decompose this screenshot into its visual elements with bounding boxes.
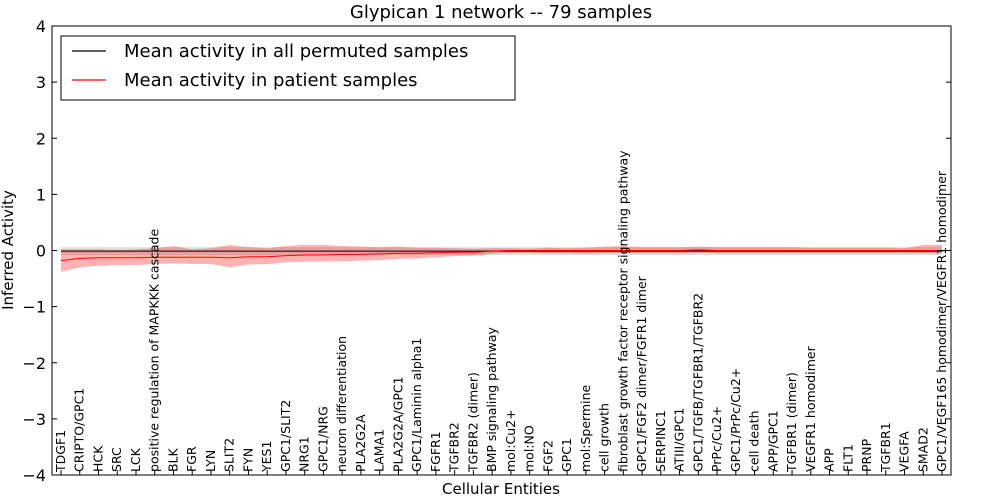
- legend-box: [60, 35, 516, 101]
- x-tick-label: GPC1/NRG: [315, 406, 330, 472]
- x-tick-label: GPC1/SLIT2: [278, 400, 293, 472]
- legend: Mean activity in all permuted samples Me…: [60, 35, 516, 101]
- x-tick-label: TGFBR1 (dimer): [784, 372, 799, 473]
- x-tick-label: ATIII/GPC1: [672, 408, 687, 472]
- x-tick-label: mol:Cu2+: [503, 409, 518, 472]
- y-tick-label: −3: [22, 410, 46, 429]
- x-tick-label: PLA2G2A: [353, 414, 368, 472]
- y-tick-label: 0: [36, 242, 46, 261]
- x-tick-label: SRC: [109, 447, 124, 472]
- y-tick-label: 2: [36, 129, 46, 148]
- x-tick-label: TDGF1: [53, 430, 68, 473]
- x-tick-label: TGFBR2 (dimer): [465, 372, 480, 473]
- x-tick-label: FGFR1: [428, 431, 443, 472]
- y-tick-label: −2: [22, 354, 46, 373]
- x-tick-label: TGFBR2: [447, 422, 462, 473]
- x-tick-label: CRIPTO/GPC1: [72, 388, 87, 472]
- x-tick-label: LCK: [128, 447, 143, 472]
- x-tick-label: FLT1: [840, 444, 855, 472]
- legend-label-permuted: Mean activity in all permuted samples: [124, 41, 468, 62]
- x-tick-label: FYN: [240, 448, 255, 472]
- x-tick-label: SLIT2: [222, 438, 237, 472]
- x-tick-label: VEGFR1 homodimer: [803, 345, 818, 472]
- x-tick-label: fibroblast growth factor receptor signal…: [615, 150, 630, 472]
- x-tick-label: APP: [822, 448, 837, 472]
- x-tick-label: VEGFA: [897, 431, 912, 472]
- band-series-1: [61, 244, 942, 272]
- x-tick-label: TGFBR1: [878, 422, 893, 473]
- x-tick-label: PRNP: [859, 438, 874, 472]
- x-tick-label: PrPc/Cu2+: [709, 406, 724, 472]
- x-tick-label: BMP signaling pathway: [484, 327, 499, 472]
- y-axis-ticks: −4 −3 −2 −1 0 1 2 3 4: [22, 17, 951, 485]
- x-tick-label: cell growth: [597, 403, 612, 472]
- x-tick-label: SERPINC1: [653, 410, 668, 472]
- x-tick-label: BLK: [166, 447, 181, 472]
- x-tick-label: NRG1: [297, 436, 312, 472]
- x-tick-label: GPC1/PrPc/Cu2+: [728, 368, 743, 472]
- x-tick-label: GPC1: [559, 438, 574, 472]
- y-tick-label: 3: [36, 73, 46, 92]
- y-tick-label: −4: [22, 466, 46, 485]
- x-tick-label: mol:Spermine: [578, 384, 593, 472]
- x-tick-label: GPC1/TGFB/TGFBR1/TGFBR2: [690, 293, 705, 472]
- x-tick-label: GPC1/VEGF165 homodimer/VEGFR1 homodimer: [934, 170, 949, 472]
- x-axis-label: Cellular Entities: [442, 480, 560, 498]
- x-tick-label: HCK: [91, 445, 106, 472]
- x-tick-label: GPC1/Laminin alpha1: [409, 338, 424, 472]
- line-series-1: [60, 249, 942, 262]
- x-tick-label: PLA2G2A/GPC1: [390, 376, 405, 472]
- x-tick-label: FGF2: [540, 440, 555, 472]
- x-axis-ticks: TDGF1 CRIPTO/GPC1 HCK SRC LCK positive regula…: [53, 150, 949, 475]
- x-tick-label: YES1: [259, 441, 274, 473]
- x-tick-label: neuron differentiation: [334, 336, 349, 472]
- y-axis-label: Inferred Activity: [0, 190, 17, 310]
- y-tick-label: 4: [36, 17, 46, 36]
- x-tick-label: GPC1/FGF2 dimer/FGFR1 dimer: [634, 275, 649, 472]
- x-tick-label: SMAD2: [915, 427, 930, 472]
- x-tick-label: LAMA1: [372, 429, 387, 472]
- y-tick-label: −1: [22, 298, 46, 317]
- x-tick-label: LYN: [203, 450, 218, 472]
- legend-label-patient: Mean activity in patient samples: [124, 70, 418, 91]
- x-tick-label: APP/GPC1: [765, 410, 780, 472]
- plot-lines: [60, 249, 942, 262]
- x-tick-label: mol:NO: [522, 425, 537, 472]
- x-tick-label: FGR: [184, 446, 199, 472]
- x-tick-label: positive regulation of MAPKKK cascade: [147, 229, 162, 472]
- x-tick-label: cell death: [747, 410, 762, 472]
- y-tick-label: 1: [36, 185, 46, 204]
- chart-title: Glypican 1 network -- 79 samples: [350, 2, 652, 23]
